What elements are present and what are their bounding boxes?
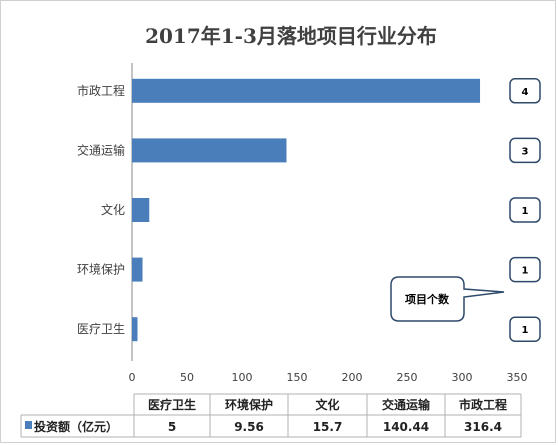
count-box [509,137,541,164]
count-box [509,316,541,342]
table-value: 316.4 [464,420,502,434]
table-header: 市政工程 [459,397,507,412]
table-value: 9.56 [234,420,264,434]
count-label: 1 [522,206,529,217]
bar-2 [132,257,143,282]
chart-title: 2017年1-3月落地项目行业分布 [145,24,437,48]
legend-swatch [25,421,32,429]
x-tick-label: 100 [232,371,253,384]
count-box [509,256,541,283]
table-header: 交通运输 [382,397,431,412]
x-tick-label: 0 [129,371,136,384]
category-label: 环境保护 [77,262,125,277]
callout-label: 项目个数 [405,292,450,306]
x-tick-label: 200 [342,371,363,384]
x-tick-label: 50 [180,371,194,384]
count-label: 1 [522,266,529,277]
x-tick-label: 250 [397,371,418,384]
table-header: 环境保护 [225,397,273,412]
category-label: 文化 [101,202,125,217]
count-label: 3 [522,146,529,157]
bar-3 [132,198,150,222]
category-label: 医疗卫生 [77,322,125,336]
count-label: 4 [522,87,529,98]
x-tick-label: 300 [452,371,473,384]
bar-4 [132,138,287,163]
table-header: 文化 [315,397,339,412]
bar-1 [132,317,138,342]
x-tick-label: 350 [507,371,528,384]
category-label: 市政工程 [77,83,125,98]
table-value: 5 [168,420,176,434]
callout-shape [390,276,505,322]
table-value: 15.7 [313,420,343,434]
category-label: 交通运输 [77,142,125,157]
count-label: 1 [522,325,529,336]
table-header: 医疗卫生 [148,397,196,412]
count-box [509,78,541,104]
table-value: 140.44 [383,420,429,434]
count-box [509,197,541,223]
x-tick-label: 150 [287,371,308,384]
legend-label: 投资额（亿元） [34,419,118,434]
bar-5 [132,78,481,103]
